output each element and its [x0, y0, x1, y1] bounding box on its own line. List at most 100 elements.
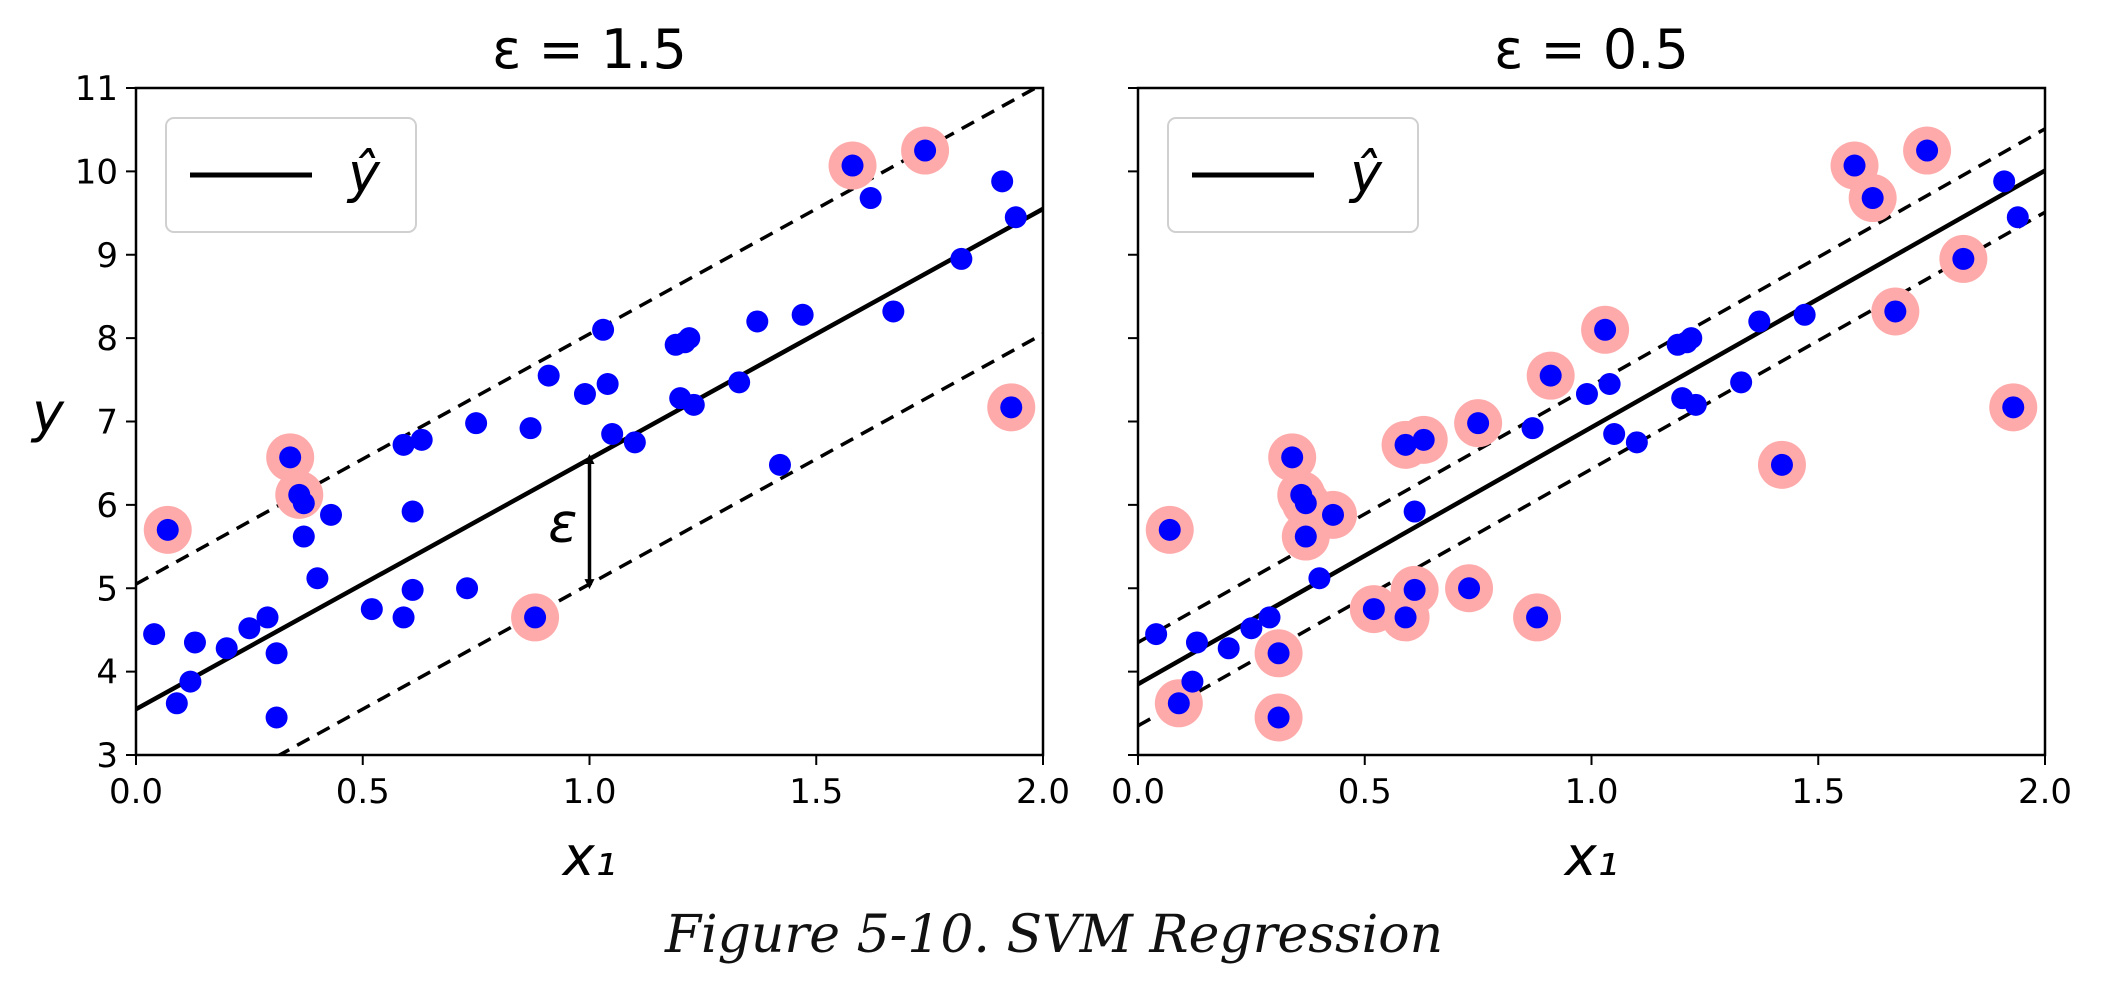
x-tick-label: 2.0	[2018, 772, 2072, 812]
data-point	[1884, 300, 1907, 323]
y-axis-label: y	[30, 382, 65, 445]
data-point	[524, 606, 547, 629]
data-point	[360, 598, 383, 621]
data-point	[1993, 170, 2016, 193]
y-tick-label: 5	[96, 569, 118, 609]
data-point	[183, 631, 206, 654]
data-point	[1680, 327, 1703, 350]
data-point	[320, 503, 343, 526]
data-point	[914, 139, 937, 162]
data-point	[1322, 503, 1345, 526]
data-point	[279, 446, 302, 469]
data-point	[746, 310, 769, 333]
data-point	[841, 154, 864, 177]
data-point	[306, 567, 329, 590]
data-point	[2006, 206, 2029, 229]
data-point	[1267, 706, 1290, 729]
x-tick-label: 1.5	[789, 772, 843, 812]
data-point	[1240, 617, 1263, 640]
data-point	[1281, 446, 1304, 469]
data-point	[1403, 578, 1426, 601]
data-point	[1916, 139, 1939, 162]
figure-caption: Figure 5-10. SVM Regression	[664, 905, 1444, 965]
data-point	[882, 300, 905, 323]
data-point	[592, 318, 615, 341]
x-axis-label: x₁	[561, 825, 617, 888]
data-point	[143, 623, 166, 646]
x-tick-label: 0.0	[109, 772, 163, 812]
data-point	[465, 412, 488, 435]
data-point	[1793, 303, 1816, 326]
data-point	[991, 170, 1014, 193]
data-point	[165, 692, 188, 715]
data-point	[537, 364, 560, 387]
x-tick-label: 2.0	[1016, 772, 1070, 812]
data-point	[1294, 525, 1317, 548]
data-point	[265, 642, 288, 665]
epsilon-annotation: ε	[548, 492, 577, 555]
data-point	[1730, 371, 1753, 394]
data-point	[1158, 518, 1181, 541]
data-point	[1594, 318, 1617, 341]
data-point	[1394, 433, 1417, 456]
x-axis-label: x₁	[1563, 825, 1619, 888]
data-point	[1625, 431, 1648, 454]
data-point	[573, 382, 596, 405]
y-tick-label: 4	[96, 653, 118, 693]
data-point	[1181, 670, 1204, 693]
y-tick-label: 7	[96, 403, 118, 443]
data-point	[401, 578, 424, 601]
data-point	[1598, 372, 1621, 395]
data-point	[1217, 637, 1240, 660]
y-tick-label: 11	[75, 69, 118, 109]
data-point	[1575, 382, 1598, 405]
data-point	[156, 518, 179, 541]
chart-panel-epsilon-1-5: ε = 1.5 ε 0.0 0.5 1.0 1.5 2.0 3 4 5 6 7 8 9 10 11 x₁ y ŷ	[30, 18, 1070, 888]
data-point	[456, 577, 479, 600]
data-point	[1684, 393, 1707, 416]
data-point	[401, 500, 424, 523]
data-point	[1294, 492, 1317, 515]
data-point	[392, 606, 415, 629]
data-point	[728, 371, 751, 394]
data-point	[519, 417, 542, 440]
data-point	[1145, 623, 1168, 646]
data-point	[179, 670, 202, 693]
data-point	[1861, 187, 1884, 210]
x-tick-label: 1.5	[1791, 772, 1845, 812]
data-point	[1258, 606, 1281, 629]
data-point	[292, 492, 315, 515]
data-point	[678, 327, 701, 350]
y-tick-label: 10	[75, 152, 118, 192]
data-point	[1770, 453, 1793, 476]
chart-title: ε = 0.5	[1494, 18, 1689, 81]
data-point	[1394, 606, 1417, 629]
data-point	[1539, 364, 1562, 387]
data-point	[1843, 154, 1866, 177]
data-point	[265, 706, 288, 729]
legend-label: ŷ	[1348, 142, 1383, 205]
data-point	[601, 423, 624, 446]
data-point	[1167, 692, 1190, 715]
x-tick-label: 1.0	[1564, 772, 1618, 812]
data-point	[2002, 396, 2025, 419]
data-point	[768, 453, 791, 476]
y-tick-label: 9	[96, 236, 118, 276]
y-tick-label: 6	[96, 486, 118, 526]
data-point	[1458, 577, 1481, 600]
data-point	[1308, 567, 1331, 590]
data-point	[215, 637, 238, 660]
data-point	[1403, 500, 1426, 523]
data-point	[292, 525, 315, 548]
data-point	[950, 247, 973, 270]
data-point	[1603, 423, 1626, 446]
data-point	[1267, 642, 1290, 665]
x-tick-label: 0.0	[1111, 772, 1165, 812]
regression-line	[1138, 168, 2045, 687]
data-point	[1412, 428, 1435, 451]
y-tick-label: 8	[96, 319, 118, 359]
data-point	[682, 393, 705, 416]
data-point	[1185, 631, 1208, 654]
data-point	[410, 428, 433, 451]
